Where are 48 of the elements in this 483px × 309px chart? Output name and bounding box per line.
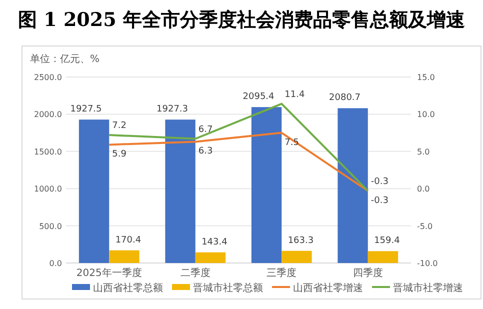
bar [251,107,282,263]
data-label: 170.4 [115,235,142,246]
y-tick-label: 2500.0 [34,73,62,82]
y-tick-label: 1000.0 [34,184,62,194]
data-label: 2095.4 [242,92,275,102]
bar [195,252,226,263]
y2-tick-label: -10.0 [417,259,438,268]
legend-label: 晋城市社零增速 [393,282,463,294]
data-label: 143.4 [202,237,228,248]
data-label: 7.2 [112,121,126,132]
legend-label: 山西省社零总额 [93,282,163,294]
bar [282,250,312,263]
data-label: 1927.3 [156,104,188,115]
data-label: 6.7 [198,124,213,135]
bar [368,251,398,263]
y2-tick-label: 0.0 [417,184,430,194]
bar [165,120,196,263]
data-label: 6.3 [198,146,213,157]
y2-tick-label: 15.0 [417,73,435,82]
chart-title: 图 1 2025 年全市分季度社会消费品零售总额及增速 [18,9,465,31]
data-label: -0.3 [370,196,388,206]
y2-tick-label: 10.0 [417,110,435,120]
y2-tick-label: 5.0 [417,147,430,156]
data-label: -0.3 [370,176,388,187]
text: 单位：亿元、% [30,53,100,65]
data-label: 163.3 [288,236,314,246]
y-tick-label: 0.0 [49,259,62,268]
x-tick-label: 四季度 [352,267,383,279]
x-tick-label: 二季度 [180,267,210,279]
line-series [108,102,369,192]
data-label: 7.5 [284,138,299,148]
data-label: 11.4 [284,90,305,100]
y2-tick-label: -5.0 [417,222,433,231]
x-tick-label: 2025年一季度 [76,267,142,279]
legend-label: 晋城市社零总额 [193,282,263,294]
bar [78,120,110,263]
y-tick-label: 500.0 [39,222,62,231]
x-tick-label: 三季度 [266,267,297,279]
data-label: 2080.7 [329,93,361,104]
data-label: 1927.5 [70,104,102,115]
bar [338,108,368,263]
data-label: 5.9 [112,150,127,160]
y-tick-label: 1500.0 [34,147,62,156]
y-tick-label: 2000.0 [34,110,62,120]
line-series [108,132,369,192]
bar [109,250,140,263]
legend-label: 山西省社零增速 [293,282,363,294]
data-label: 159.4 [374,236,400,246]
